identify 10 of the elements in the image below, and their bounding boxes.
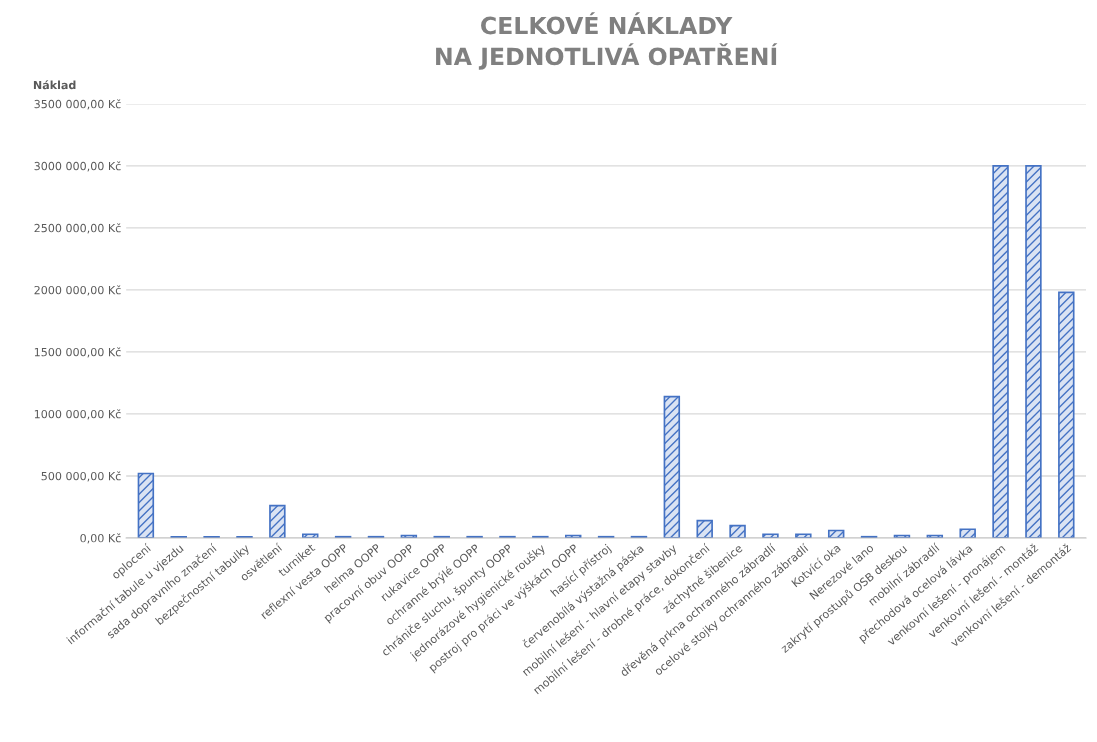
chart-title: CELKOVÉ NÁKLADY NA JEDNOTLIVÁ OPATŘENÍ [436,12,778,70]
y-tick-label: 3500 000,00 Kč [34,99,121,110]
y-tick-label: 2500 000,00 Kč [34,223,121,234]
y-tick-label: 0,00 Kč [80,533,121,544]
y-tick-label: 2000 000,00 Kč [34,285,121,296]
y-tick-label: 1000 000,00 Kč [34,409,121,420]
y-tick-label: 1500 000,00 Kč [34,347,121,358]
y-tick-label: 3000 000,00 Kč [34,161,121,172]
y-tick-label: 500 000,00 Kč [41,471,121,482]
y-axis-title: Náklad [33,80,76,90]
